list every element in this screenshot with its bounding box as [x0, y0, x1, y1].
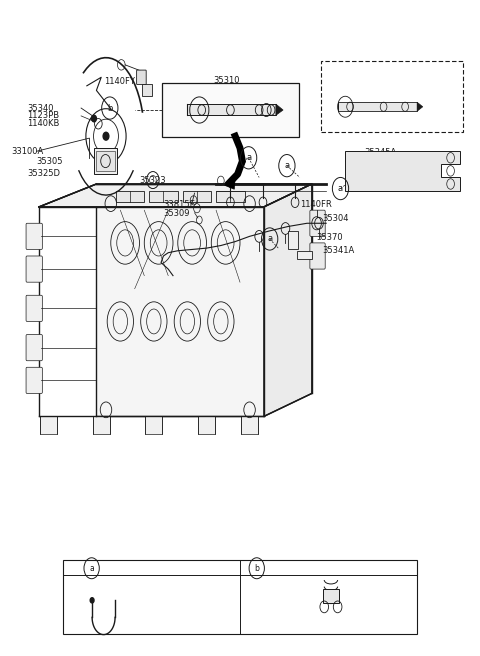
FancyBboxPatch shape	[26, 295, 42, 321]
Bar	[298, 251, 312, 258]
Bar	[142, 85, 153, 96]
Polygon shape	[96, 207, 264, 417]
Text: 35341A: 35341A	[323, 246, 355, 255]
Text: 33815E: 33815E	[163, 201, 195, 209]
FancyBboxPatch shape	[26, 256, 42, 282]
Text: 35370: 35370	[317, 233, 343, 242]
FancyBboxPatch shape	[26, 367, 42, 394]
FancyBboxPatch shape	[137, 70, 146, 85]
FancyBboxPatch shape	[310, 243, 325, 269]
Text: 31305C: 31305C	[166, 94, 198, 104]
Text: b: b	[254, 564, 259, 573]
Text: 35340: 35340	[27, 104, 53, 113]
Bar	[187, 104, 276, 115]
FancyBboxPatch shape	[149, 190, 178, 202]
Text: 1123PB: 1123PB	[27, 112, 59, 121]
Text: 35312H: 35312H	[173, 111, 206, 120]
Text: 1140FY: 1140FY	[104, 77, 134, 86]
Text: 35323: 35323	[140, 176, 166, 184]
FancyBboxPatch shape	[182, 190, 211, 202]
Text: a: a	[89, 564, 94, 573]
Text: 33100A: 33100A	[11, 147, 44, 155]
Text: 1799JD
32651: 1799JD 32651	[100, 581, 131, 602]
Text: (KIT): (KIT)	[326, 64, 346, 73]
Text: 35312F: 35312F	[230, 90, 262, 99]
Bar	[145, 416, 162, 434]
Bar	[40, 416, 57, 434]
Polygon shape	[264, 184, 312, 417]
Text: a: a	[338, 184, 343, 193]
FancyBboxPatch shape	[26, 223, 42, 249]
Polygon shape	[276, 104, 283, 115]
Bar	[241, 416, 258, 434]
FancyBboxPatch shape	[26, 335, 42, 361]
Polygon shape	[417, 102, 423, 112]
Bar	[63, 560, 417, 634]
Text: b: b	[107, 104, 112, 113]
Text: 31337F: 31337F	[282, 564, 314, 573]
FancyBboxPatch shape	[116, 190, 144, 202]
Text: 35304: 35304	[323, 213, 349, 222]
Text: 35312A: 35312A	[254, 111, 287, 120]
Circle shape	[92, 115, 96, 122]
Text: 35345A: 35345A	[364, 148, 396, 157]
Polygon shape	[39, 184, 312, 207]
Text: 35312K: 35312K	[350, 75, 382, 84]
Bar	[162, 83, 299, 137]
FancyBboxPatch shape	[310, 210, 325, 236]
Text: a: a	[284, 161, 289, 170]
Polygon shape	[345, 152, 460, 190]
Bar	[93, 416, 110, 434]
Text: 1140FR: 1140FR	[300, 201, 332, 209]
Bar	[94, 148, 117, 174]
Bar	[322, 61, 463, 132]
Circle shape	[90, 598, 94, 603]
Bar	[288, 231, 299, 249]
Bar	[198, 416, 215, 434]
Text: 35305: 35305	[36, 157, 63, 166]
Text: 35309: 35309	[163, 209, 190, 218]
Bar	[338, 102, 417, 112]
Text: a: a	[246, 154, 251, 162]
Text: 35310: 35310	[214, 76, 240, 85]
Bar	[96, 152, 115, 171]
Text: a: a	[267, 234, 272, 243]
Bar	[323, 588, 338, 603]
Polygon shape	[225, 177, 235, 189]
Text: 1140KB: 1140KB	[27, 119, 60, 129]
Circle shape	[103, 133, 109, 140]
FancyBboxPatch shape	[216, 190, 245, 202]
Text: 35325D: 35325D	[27, 169, 60, 178]
